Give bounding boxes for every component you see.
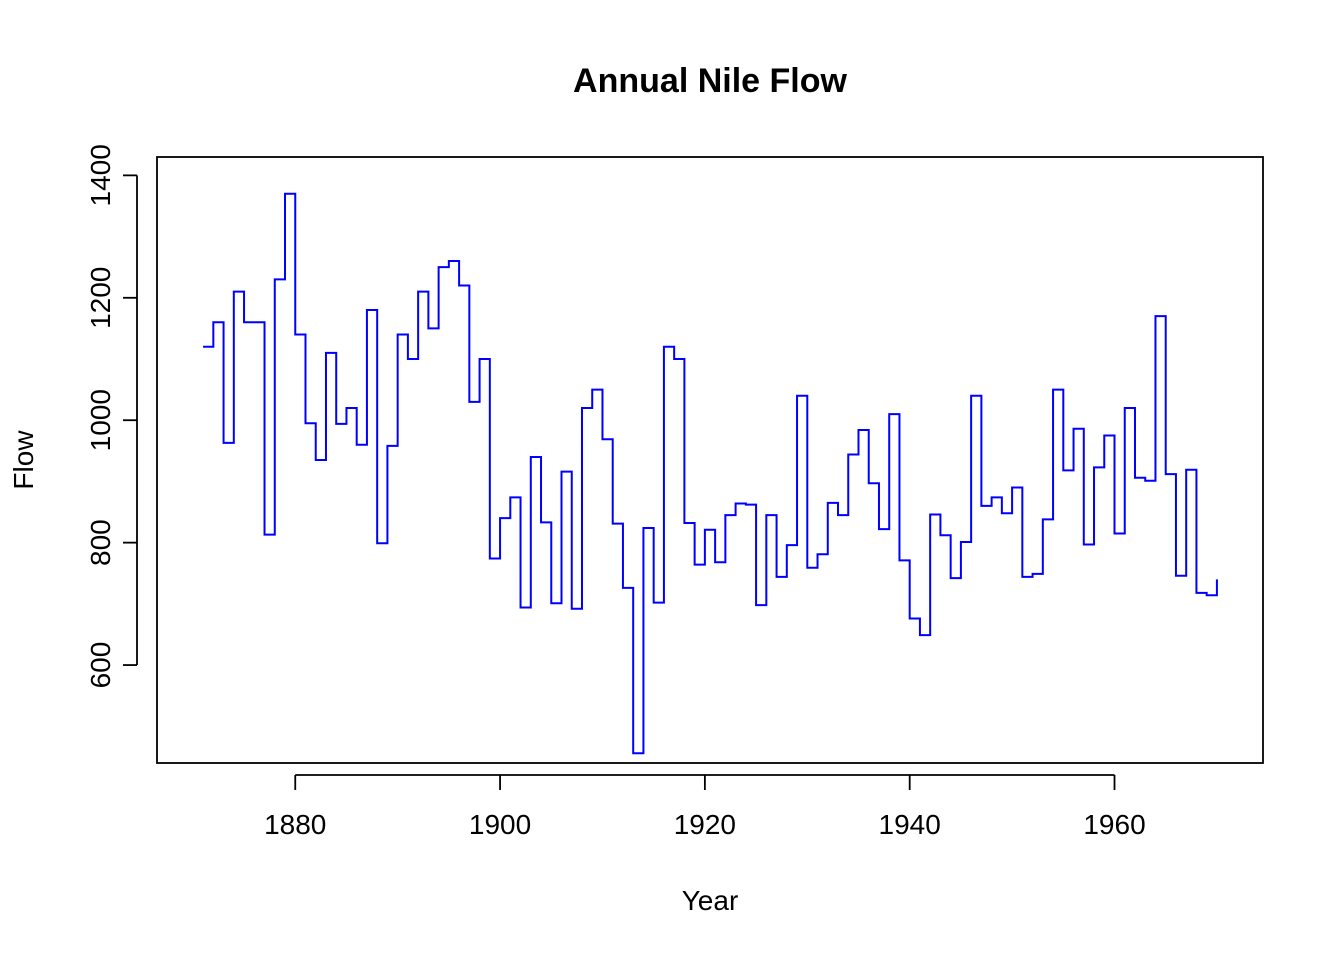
x-tick-label: 1960 bbox=[1083, 809, 1145, 840]
y-tick-label: 800 bbox=[85, 519, 116, 566]
plot-frame bbox=[156, 156, 1264, 764]
y-tick-label: 1000 bbox=[85, 389, 116, 451]
x-tick-label: 1880 bbox=[264, 809, 326, 840]
y-tick-label: 1400 bbox=[85, 144, 116, 206]
x-tick-label: 1940 bbox=[879, 809, 941, 840]
x-tick-label: 1900 bbox=[469, 809, 531, 840]
y-axis-label: Flow bbox=[8, 430, 39, 490]
series-group bbox=[203, 192, 1218, 755]
x-tick-label: 1920 bbox=[674, 809, 736, 840]
x-axis-label: Year bbox=[682, 885, 739, 916]
flow-series-line bbox=[203, 192, 1218, 755]
y-axis: 600 800 1000 1200 1400 bbox=[85, 144, 138, 689]
y-tick-label: 600 bbox=[85, 642, 116, 689]
chart-title: Annual Nile Flow bbox=[573, 62, 847, 100]
x-axis: 1880 1900 1920 1940 1960 bbox=[264, 774, 1146, 840]
y-tick-label: 1200 bbox=[85, 267, 116, 329]
